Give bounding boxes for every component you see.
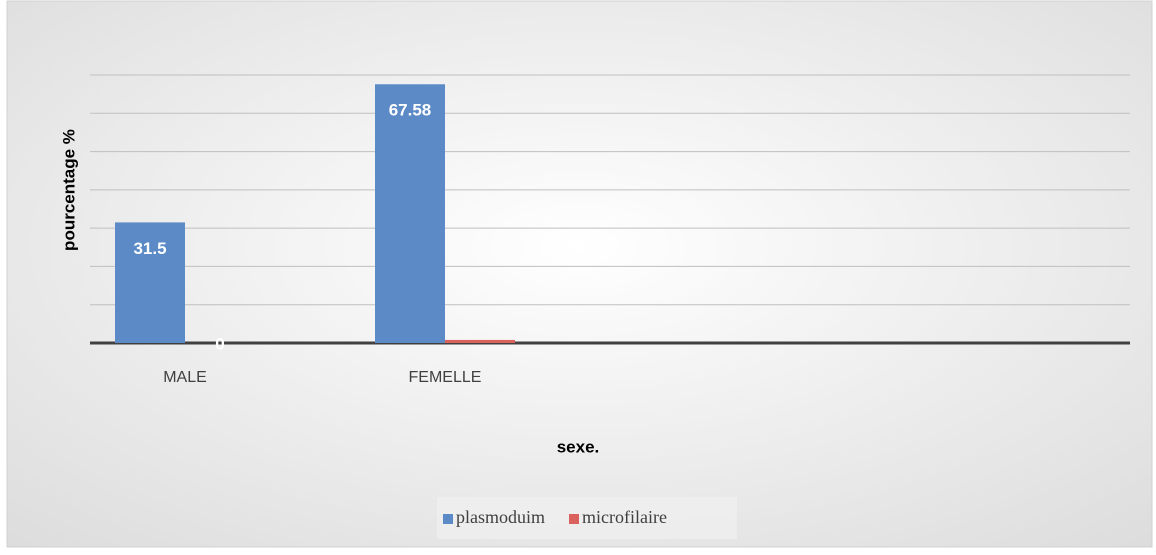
chart-background: [6, 0, 1153, 548]
x-axis-label: sexe.: [557, 437, 600, 456]
legend-label: plasmoduim: [456, 507, 545, 527]
legend-swatch: [569, 514, 579, 524]
x-tick-label: FEMELLE: [409, 369, 482, 386]
bar: [115, 222, 185, 343]
legend-swatch: [443, 514, 453, 524]
legend-label: microfilaire: [582, 507, 667, 527]
data-label: 31.5: [133, 239, 166, 258]
data-label: 67.58: [389, 101, 432, 120]
bar: [445, 339, 515, 343]
y-axis-label: pourcentage %: [59, 129, 78, 251]
x-tick-label: MALE: [163, 369, 207, 386]
legend-box: [437, 497, 737, 539]
bar: [375, 84, 445, 344]
data-label: 0: [215, 334, 224, 353]
